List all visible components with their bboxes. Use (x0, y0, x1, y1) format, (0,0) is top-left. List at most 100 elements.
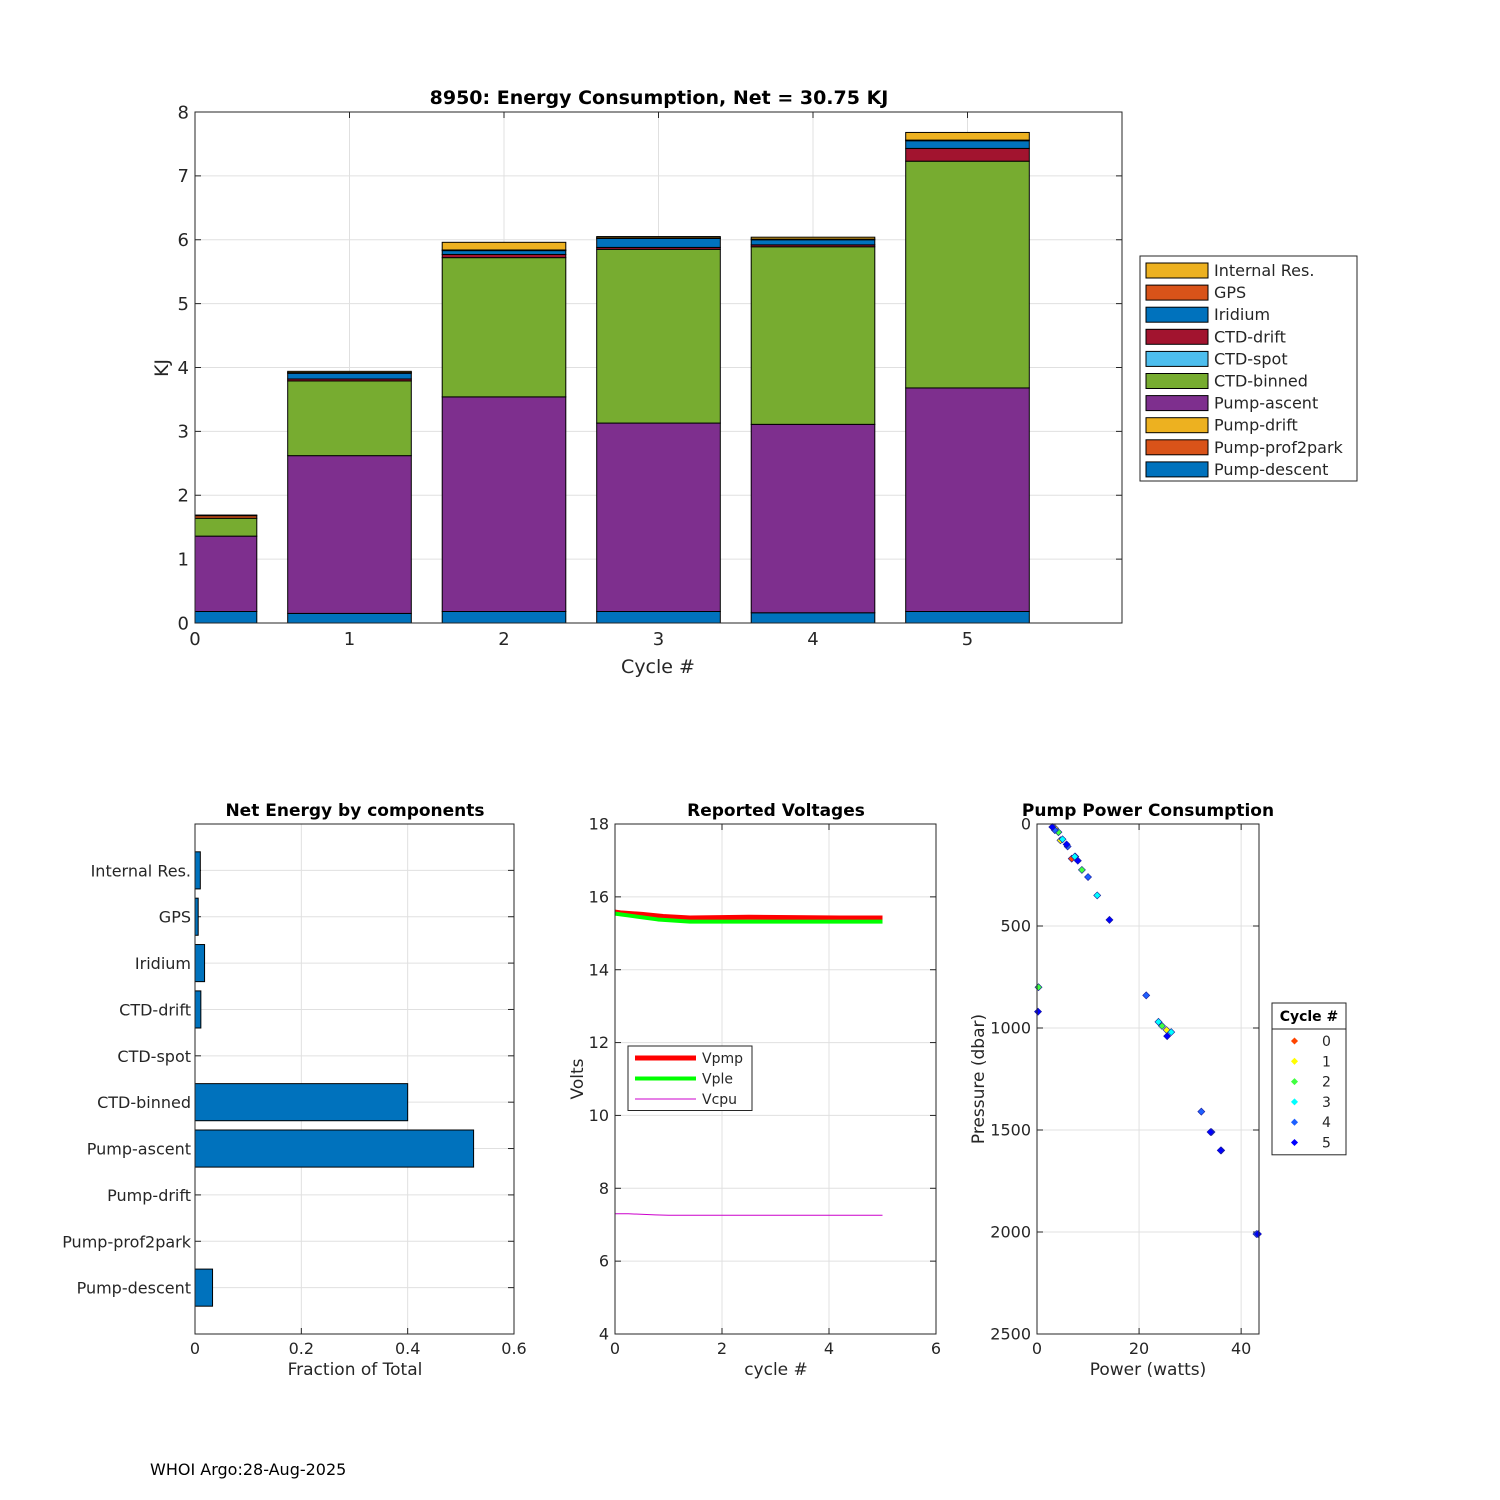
components-x-tick-label: 0 (190, 1339, 200, 1358)
pump-power-point-cycle-4 (1197, 1107, 1206, 1116)
energy-bar-segment (596, 248, 721, 424)
pump-power-chart: Pump Power Consumption Power (watts) Pre… (969, 801, 1347, 1380)
components-bar (194, 1083, 409, 1122)
components-category-label: Pump-ascent (87, 1140, 191, 1159)
components-category-label: CTD-spot (117, 1047, 191, 1066)
pump-power-point-cycle-3 (1093, 891, 1102, 900)
voltages-x-tick-label: 6 (931, 1339, 941, 1358)
pump-power-x-tick-label: 20 (1129, 1339, 1149, 1358)
pump-power-point-cycle-4 (1084, 873, 1092, 881)
components-category-label: Pump-prof2park (62, 1232, 192, 1251)
energy-chart-title: 8950: Energy Consumption, Net = 30.75 KJ (430, 87, 889, 109)
reported-voltages-chart: Reported Voltages cycle # Volts 0 2 4 6 4 6 8 1… (568, 801, 941, 1380)
pump-power-y-tick-label: 1500 (990, 1121, 1031, 1140)
components-x-tick-label: 0.4 (395, 1339, 420, 1358)
energy-legend-swatch (1145, 350, 1209, 367)
pump-power-point-cycle-3 (1167, 1028, 1176, 1037)
energy-y-tick-label: 8 (178, 102, 189, 123)
pump-power-point-cycle-5 (1163, 1032, 1172, 1041)
energy-bar-segment (441, 250, 567, 255)
pump-power-y-tick-label: 2000 (990, 1223, 1031, 1242)
components-chart-xlabel: Fraction of Total (288, 1360, 423, 1380)
energy-x-tick-label: 1 (344, 629, 355, 650)
energy-x-tick-label: 2 (498, 629, 509, 650)
energy-legend-swatch (1145, 373, 1209, 389)
energy-legend-label: GPS (1214, 283, 1246, 302)
energy-x-tick-label: 0 (189, 629, 200, 650)
components-bar (194, 851, 201, 890)
voltages-legend-label: Vple (702, 1072, 733, 1088)
voltages-axes-box (614, 823, 937, 1335)
energy-bar-segment (287, 370, 412, 374)
energy-legend-swatch (1145, 461, 1209, 478)
components-chart-title: Net Energy by components (225, 801, 484, 821)
energy-bar-segment (905, 611, 1030, 624)
energy-bar-segment (441, 241, 567, 251)
pump-power-axes-box (1036, 823, 1260, 1335)
pump-power-legend-label: 5 (1322, 1136, 1331, 1152)
pump-power-point-cycle-5 (1206, 1128, 1215, 1136)
energy-consumption-chart: 8950: Energy Consumption, Net = 30.75 KJ… (151, 87, 1358, 678)
voltages-chart-xlabel: cycle # (744, 1360, 808, 1380)
energy-bar-segment (750, 239, 876, 246)
pump-power-legend-label: 4 (1322, 1115, 1331, 1131)
voltages-y-tick-label: 4 (599, 1325, 609, 1344)
pump-power-chart-xlabel: Power (watts) (1090, 1360, 1207, 1380)
voltages-chart-ylabel: Volts (568, 1058, 588, 1099)
energy-legend-swatch (1145, 262, 1209, 279)
pump-power-point-cycle-5 (1048, 823, 1057, 832)
components-x-tick-label: 0.6 (501, 1339, 526, 1358)
energy-bar-segment (194, 514, 258, 517)
energy-x-tick-label: 4 (807, 629, 818, 650)
energy-legend-swatch (1145, 284, 1209, 301)
components-axes-box (194, 823, 515, 1335)
energy-chart-ylabel: KJ (151, 359, 173, 377)
components-category-label: Iridium (135, 954, 191, 973)
voltages-x-tick-label: 0 (610, 1339, 620, 1358)
pump-power-y-tick-label: 0 (1021, 815, 1031, 834)
energy-bar-segment (287, 455, 412, 614)
energy-legend-swatch (1145, 306, 1209, 323)
energy-y-tick-label: 6 (178, 230, 189, 251)
voltage-line-vple (614, 911, 883, 924)
components-category-label: CTD-drift (119, 1000, 191, 1019)
voltages-y-tick-label: 8 (599, 1179, 609, 1198)
components-category-label: Internal Res. (91, 861, 191, 880)
energy-bar-segment (750, 246, 876, 425)
energy-bar-segment (287, 380, 412, 457)
voltages-y-tick-label: 16 (589, 887, 609, 906)
energy-bar-segment (287, 612, 412, 624)
energy-bar-segment (750, 423, 876, 614)
components-category-label: GPS (159, 908, 191, 927)
pump-power-x-tick-label: 0 (1032, 1339, 1042, 1358)
pump-power-point-cycle-2 (1077, 865, 1086, 874)
energy-bar-segment (441, 611, 567, 624)
energy-bar-segment (287, 372, 412, 380)
energy-bar-segment (441, 396, 567, 613)
pump-power-point-cycle-3 (1058, 835, 1067, 844)
pump-power-point-cycle-5 (1062, 840, 1071, 849)
voltages-y-tick-label: 12 (589, 1033, 609, 1052)
energy-y-tick-label: 1 (178, 549, 189, 570)
energy-legend-label: Internal Res. (1214, 261, 1314, 280)
energy-legend-swatch (1145, 417, 1209, 434)
energy-legend-swatch (1145, 395, 1209, 412)
components-category-label: Pump-descent (77, 1279, 191, 1298)
energy-legend-swatch (1145, 328, 1209, 345)
voltages-y-tick-label: 10 (589, 1106, 609, 1125)
components-bar (194, 1129, 475, 1168)
voltages-y-tick-label: 6 (599, 1252, 609, 1271)
voltages-legend-label: Vcpu (702, 1092, 737, 1108)
components-bar (194, 944, 206, 983)
pump-power-point-cycle-2 (1158, 1022, 1166, 1030)
voltages-legend-label: Vpmp (702, 1051, 743, 1067)
pump-power-chart-title: Pump Power Consumption (1022, 801, 1274, 821)
energy-y-tick-label: 7 (178, 166, 189, 187)
energy-legend-label: CTD-drift (1214, 327, 1286, 346)
energy-bar-segment (750, 612, 876, 624)
pump-power-legend-label: 2 (1322, 1075, 1331, 1091)
components-bar (194, 1268, 214, 1307)
energy-bar-segment (905, 147, 1030, 162)
energy-legend-label: CTD-spot (1214, 349, 1288, 368)
pump-power-point-cycle-5 (1254, 1230, 1262, 1238)
